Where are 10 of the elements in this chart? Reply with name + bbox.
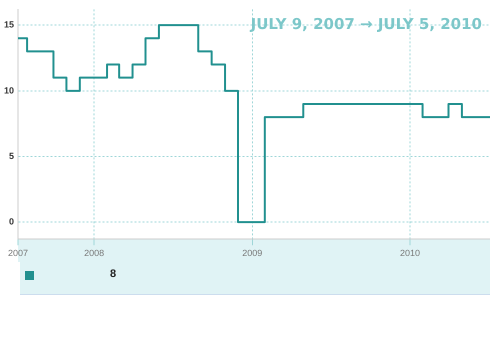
y-tick-label: 10 bbox=[4, 85, 14, 96]
y-tick-label: 0 bbox=[8, 216, 14, 227]
chart-title: JULY 9, 2007 → JULY 5, 2010 bbox=[250, 14, 482, 33]
text: 8 bbox=[110, 268, 116, 280]
x-tick-label: 2010 bbox=[400, 248, 420, 258]
x-tick-label: 2009 bbox=[242, 248, 262, 258]
x-tick-label: 2007 bbox=[8, 248, 28, 258]
y-tick-label: 5 bbox=[8, 150, 14, 161]
y-tick-label: 15 bbox=[4, 20, 14, 30]
x-tick-label: 2008 bbox=[84, 248, 104, 258]
